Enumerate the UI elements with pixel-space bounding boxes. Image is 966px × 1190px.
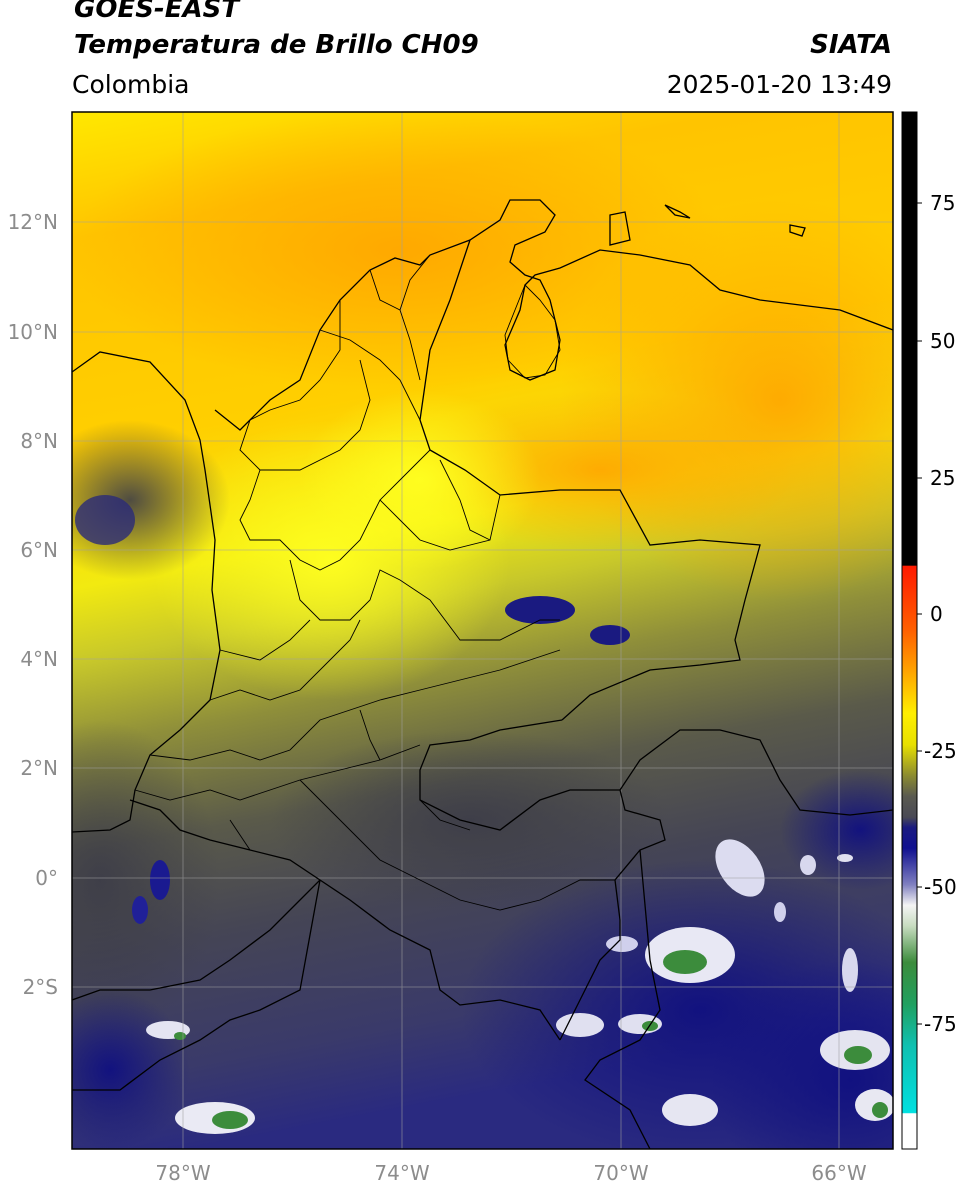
longitude-labels: 78°W 74°W 70°W 66°W [155, 1161, 866, 1185]
country-borders [72, 199, 893, 1149]
south-coastline [72, 879, 321, 1091]
timestamp-label: 2025-01-20 13:49 [666, 70, 892, 99]
pacific-coastline [72, 351, 221, 833]
graticule [72, 112, 893, 1149]
product-title: Temperatura de Brillo CH09 [74, 30, 479, 60]
satellite-title: GOES-EAST [74, 0, 240, 24]
plot-frame [71, 111, 894, 1150]
lat-label: 0° [35, 866, 58, 890]
colorbar: 75 50 25 0 -25 -50 -75 [901, 111, 957, 1150]
ecuador-peru-border [72, 879, 321, 1001]
lat-label: 4°N [20, 647, 58, 671]
colorbar-tick: -25 [924, 739, 957, 763]
lat-label: 8°N [20, 429, 58, 453]
lake-maracaibo [504, 284, 561, 379]
colombia-peru-border [129, 799, 561, 1041]
colorbar-tick: -75 [924, 1012, 957, 1036]
lat-label: 2°S [23, 975, 58, 999]
island-outline [789, 224, 806, 237]
colorbar-tick: 50 [930, 329, 955, 353]
lat-label: 2°N [20, 756, 58, 780]
lat-label: 6°N [20, 538, 58, 562]
colorbar-tick: -50 [924, 875, 957, 899]
caribbean-coastline [214, 199, 893, 431]
venezuela-brazil-border [619, 729, 893, 816]
brazil-peru-border [584, 849, 661, 1149]
antilles-outline [609, 211, 631, 246]
lon-label: 66°W [811, 1161, 866, 1185]
colorbar-gradient [901, 111, 918, 1150]
lon-label: 70°W [593, 1161, 648, 1185]
colorbar-tick: 75 [930, 191, 955, 215]
lat-label: 10°N [8, 320, 58, 344]
colorbar-tick: 25 [930, 466, 955, 490]
colorbar-tick: 0 [930, 602, 943, 626]
region-label: Colombia [72, 70, 190, 99]
department-borders [134, 254, 615, 911]
brightness-temperature-field [72, 112, 893, 1149]
lon-label: 78°W [155, 1161, 210, 1185]
lat-label: 12°N [8, 210, 58, 234]
island-outline [664, 204, 691, 219]
brand-label: SIATA [810, 30, 892, 60]
latitude-labels: 12°N 10°N 8°N 6°N 4°N 2°N 0° 2°S [8, 210, 58, 999]
lon-label: 74°W [374, 1161, 429, 1185]
